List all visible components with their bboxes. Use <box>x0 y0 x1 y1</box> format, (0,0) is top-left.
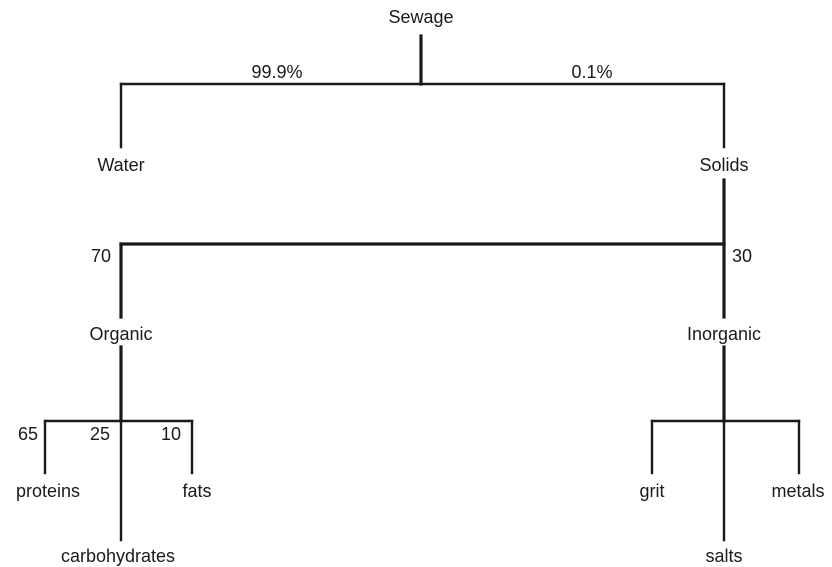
solids-percentage: 0.1% <box>571 62 612 82</box>
node-sewage: Sewage <box>388 7 453 27</box>
node-carbohydrates: carbohydrates <box>61 546 175 566</box>
node-solids: Solids <box>699 155 748 175</box>
organic-percentage: 70 <box>91 246 111 266</box>
node-grit: grit <box>639 481 664 501</box>
node-inorganic: Inorganic <box>687 324 761 344</box>
fats-percentage: 10 <box>161 424 181 444</box>
carbohydrates-percentage: 25 <box>90 424 110 444</box>
proteins-percentage: 65 <box>18 424 38 444</box>
node-water: Water <box>97 155 144 175</box>
node-salts: salts <box>705 546 742 566</box>
node-proteins: proteins <box>16 481 80 501</box>
node-organic: Organic <box>89 324 152 344</box>
water-percentage: 99.9% <box>251 62 302 82</box>
node-fats: fats <box>182 481 211 501</box>
inorganic-percentage: 30 <box>732 246 752 266</box>
node-metals: metals <box>771 481 824 501</box>
